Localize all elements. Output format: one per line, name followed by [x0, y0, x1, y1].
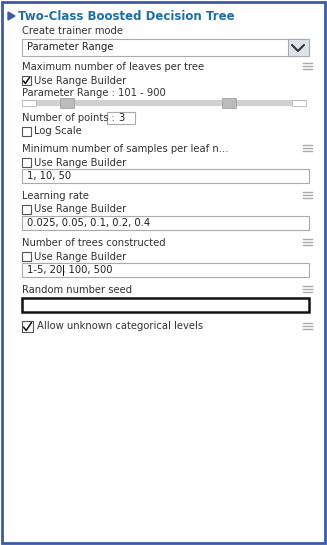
Text: Use Range Builder: Use Range Builder — [34, 251, 126, 262]
Bar — [222, 98, 236, 108]
Bar — [22, 127, 31, 136]
Bar — [288, 39, 309, 56]
Bar — [22, 169, 309, 183]
Text: Use Range Builder: Use Range Builder — [34, 204, 126, 215]
Polygon shape — [8, 12, 15, 20]
Text: Random number seed: Random number seed — [22, 285, 132, 295]
Text: Two-Class Boosted Decision Tree: Two-Class Boosted Decision Tree — [18, 9, 235, 22]
Bar — [22, 321, 33, 332]
Text: Number of trees constructed: Number of trees constructed — [22, 238, 165, 248]
Text: Create trainer mode: Create trainer mode — [22, 26, 123, 36]
Bar — [22, 76, 31, 85]
Bar — [60, 98, 74, 108]
Text: Allow unknown categorical levels: Allow unknown categorical levels — [37, 321, 203, 331]
Text: Minimum number of samples per leaf n...: Minimum number of samples per leaf n... — [22, 144, 229, 154]
Bar — [22, 100, 36, 106]
Bar — [22, 158, 31, 167]
Text: Use Range Builder: Use Range Builder — [34, 76, 126, 86]
Bar — [22, 252, 31, 261]
Text: Number of points :: Number of points : — [22, 113, 115, 123]
Bar — [22, 39, 309, 56]
Text: 3: 3 — [118, 113, 124, 123]
Bar — [22, 205, 31, 214]
Text: Parameter Range: Parameter Range — [27, 43, 113, 52]
Bar — [292, 100, 306, 106]
Text: 1, 10, 50: 1, 10, 50 — [27, 171, 71, 181]
Text: 1-5, 20, 100, 500: 1-5, 20, 100, 500 — [27, 265, 112, 275]
Text: Use Range Builder: Use Range Builder — [34, 158, 126, 167]
Bar — [22, 216, 309, 230]
Text: Learning rate: Learning rate — [22, 191, 89, 201]
Bar — [22, 100, 306, 106]
Bar — [22, 263, 309, 277]
Bar — [107, 112, 135, 124]
Text: Parameter Range : 101 - 900: Parameter Range : 101 - 900 — [22, 88, 166, 98]
Text: 0.025, 0.05, 0.1, 0.2, 0.4: 0.025, 0.05, 0.1, 0.2, 0.4 — [27, 218, 150, 228]
Text: Log Scale: Log Scale — [34, 126, 82, 136]
Bar — [22, 298, 309, 312]
Text: Maximum number of leaves per tree: Maximum number of leaves per tree — [22, 62, 204, 72]
